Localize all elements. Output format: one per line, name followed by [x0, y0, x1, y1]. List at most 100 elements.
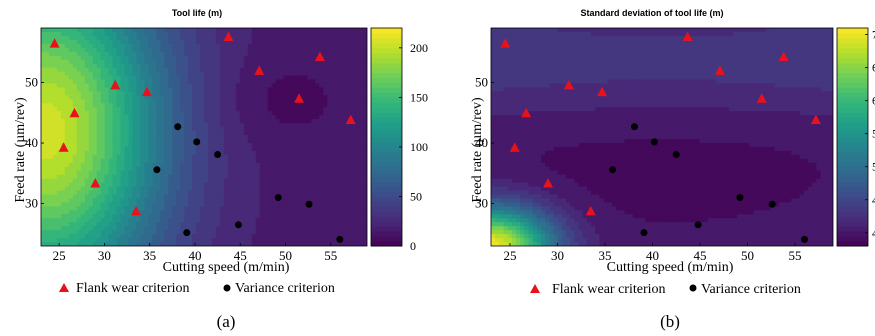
- heatmap-cell: [295, 91, 301, 96]
- heatmap-cell: [180, 127, 185, 132]
- heatmap-cell: [566, 43, 571, 49]
- colorbar-segment: [371, 47, 402, 54]
- heatmap-cell: [211, 234, 217, 239]
- heatmap-cell: [315, 158, 320, 164]
- heatmap-cell: [64, 226, 70, 231]
- heatmap-cell: [335, 166, 340, 172]
- heatmap-cell: [88, 226, 94, 231]
- heatmap-cell: [243, 63, 249, 69]
- heatmap-cell: [52, 146, 58, 152]
- heatmap-cell: [207, 190, 213, 196]
- heatmap-cell: [132, 31, 138, 37]
- heatmap-cell: [136, 238, 141, 243]
- heatmap-cell: [64, 95, 70, 100]
- heatmap-cell: [44, 162, 50, 168]
- heatmap-cell: [176, 131, 181, 136]
- heatmap-cell: [239, 83, 245, 89]
- heatmap-cell: [68, 226, 74, 231]
- heatmap-cell: [124, 51, 130, 57]
- heatmap-cell: [259, 47, 265, 53]
- heatmap-cell: [207, 51, 213, 57]
- heatmap-cell: [76, 51, 82, 57]
- heatmap-cell: [323, 166, 328, 172]
- heatmap-cell: [816, 31, 822, 37]
- heatmap-cell: [247, 166, 253, 172]
- heatmap-cell: [223, 194, 229, 200]
- heatmap-cell: [172, 59, 177, 65]
- heatmap-cell: [80, 67, 86, 73]
- heatmap-cell: [327, 206, 332, 211]
- heatmap-cell: [108, 202, 114, 207]
- heatmap-cell: [156, 47, 161, 53]
- heatmap-cell: [116, 210, 122, 215]
- heatmap-cell: [279, 174, 285, 180]
- heatmap-cell: [108, 146, 114, 152]
- heatmap-cell: [343, 230, 348, 235]
- heatmap-cell: [343, 150, 348, 156]
- heatmap-cell: [120, 194, 126, 200]
- heatmap-cell: [343, 146, 348, 152]
- heatmap-cell: [243, 71, 249, 77]
- heatmap-cell: [331, 242, 336, 246]
- heatmap-cell: [44, 170, 50, 176]
- heatmap-cell: [303, 214, 308, 219]
- heatmap-cell: [243, 238, 249, 243]
- heatmap-cell: [351, 142, 356, 148]
- heatmap-cell: [152, 150, 157, 156]
- heatmap-cell: [611, 35, 617, 41]
- heatmap-cell: [355, 59, 360, 65]
- heatmap-cell: [164, 226, 169, 231]
- heatmap-cell: [207, 242, 213, 246]
- heatmap-cell: [116, 222, 122, 227]
- heatmap-cell: [48, 234, 54, 239]
- heatmap-cell: [211, 31, 217, 37]
- heatmap-cell: [192, 186, 197, 192]
- heatmap-cell: [108, 138, 114, 144]
- heatmap-cell: [363, 166, 367, 172]
- heatmap-cell: [108, 150, 114, 156]
- heatmap-cell: [211, 91, 217, 96]
- heatmap-cell: [716, 28, 721, 33]
- heatmap-cell: [152, 87, 157, 93]
- heatmap-cell: [172, 55, 177, 61]
- heatmap-cell: [295, 43, 301, 49]
- heatmap-cell: [144, 238, 149, 243]
- heatmap-cell: [140, 230, 145, 235]
- heatmap-cell: [116, 123, 122, 128]
- heatmap-cell: [275, 123, 281, 128]
- heatmap-cell: [200, 107, 205, 112]
- heatmap-cell: [359, 31, 364, 37]
- heatmap-cell: [259, 138, 265, 144]
- heatmap-cell: [287, 119, 293, 124]
- heatmap-cell: [339, 71, 344, 77]
- heatmap-cell: [235, 135, 241, 140]
- heatmap-cell: [156, 142, 161, 148]
- heatmap-cell: [287, 79, 293, 85]
- heatmap-cell: [691, 31, 696, 37]
- heatmap-cell: [255, 194, 261, 200]
- heatmap-cell: [120, 119, 126, 124]
- heatmap-cell: [299, 83, 304, 89]
- heatmap-cell: [319, 67, 324, 73]
- heatmap-cell: [88, 154, 94, 160]
- heatmap-cell: [104, 131, 110, 136]
- heatmap-cell: [319, 28, 324, 33]
- heatmap-cell: [331, 28, 336, 33]
- heatmap-cell: [44, 138, 50, 144]
- heatmap-cell: [176, 119, 181, 124]
- heatmap-cell: [100, 210, 106, 215]
- heatmap-cell: [243, 194, 249, 200]
- heatmap-cell: [271, 107, 277, 112]
- heatmap-cell: [339, 226, 344, 231]
- heatmap-cell: [52, 79, 58, 85]
- heatmap-cell: [223, 226, 229, 231]
- heatmap-cell: [323, 194, 328, 200]
- heatmap-cell: [235, 123, 241, 128]
- heatmap-cell: [311, 63, 316, 69]
- heatmap-cell: [578, 35, 584, 41]
- heatmap-cell: [200, 242, 205, 246]
- heatmap-cell: [227, 194, 233, 200]
- heatmap-cell: [152, 59, 157, 65]
- heatmap-cell: [156, 71, 161, 77]
- heatmap-cell: [359, 178, 364, 184]
